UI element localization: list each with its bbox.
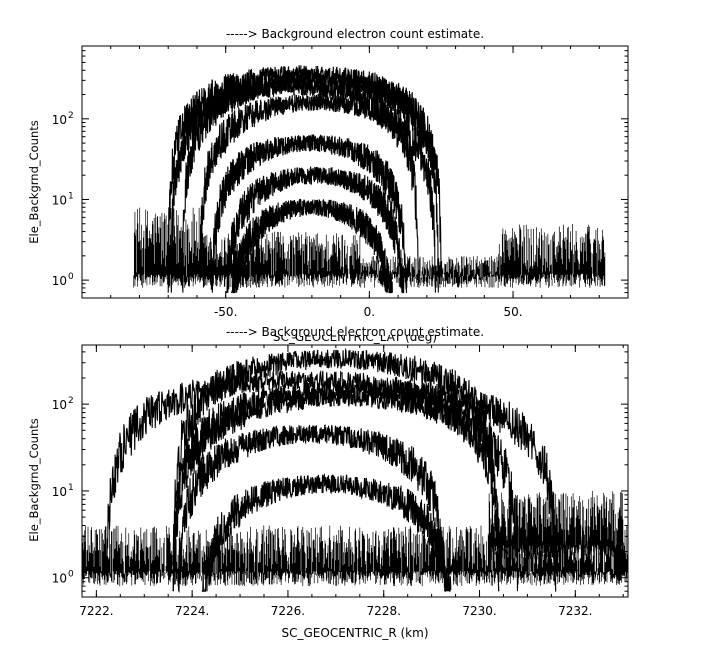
top-chart-y-tick-exponent: 2	[68, 111, 74, 121]
bottom-chart-frame	[81, 344, 629, 598]
bottom-chart-x-tick-label: 7232.	[558, 604, 592, 618]
top-chart-series-5	[225, 166, 405, 294]
bottom-chart-x-tick-label: 7222.	[79, 604, 113, 618]
bottom-chart-y-tick-exponent: 1	[68, 483, 74, 493]
top-chart-x-tick-label: 50.	[504, 305, 523, 319]
bottom-chart-y-tick-label: 10	[52, 485, 67, 499]
bottom-chart-x-tick-label: 7230.	[462, 604, 496, 618]
bottom-chart-x-tick-label: 7224.	[175, 604, 209, 618]
top-chart-series-3	[199, 93, 437, 293]
bottom-chart-title-backdrop	[240, 324, 478, 335]
bottom-chart-x-axis-label: SC_GEOCENTRIC_R (km)	[282, 626, 429, 640]
bottom-chart-noise-floor-1	[488, 491, 624, 560]
bottom-chart-y-axis-label: Ele_Backgrnd_Counts	[27, 418, 41, 542]
top-chart-y-tick-label: 10	[52, 113, 67, 127]
top-chart-y-axis-label: Ele_Backgrnd_Counts	[27, 120, 41, 244]
bottom-chart-y-tick-exponent: 0	[68, 570, 74, 580]
top-chart: -----> Background electron count estimat…	[27, 27, 629, 319]
top-chart-y-tick-exponent: 0	[68, 272, 74, 282]
bottom-chart-x-axis: 7222. 7224. 7226. 7228. 7230. 7232.	[79, 345, 624, 618]
top-chart-x-tick-label: -50.	[214, 305, 237, 319]
bottom-chart-plot-area	[82, 347, 628, 593]
top-chart-y-tick-label: 10	[52, 274, 67, 288]
bottom-chart-x-tick-label: 7228.	[367, 604, 401, 618]
top-chart-series-2	[170, 77, 419, 293]
top-chart-title: -----> Background electron count estimat…	[226, 27, 484, 41]
bottom-chart-y-tick-label: 10	[52, 572, 67, 586]
top-chart-frame	[81, 45, 629, 299]
bottom-chart-x-tick-label: 7226.	[271, 604, 305, 618]
top-chart-series-4	[210, 134, 408, 294]
bottom-chart-title: -----> Background electron count estimat…	[226, 325, 484, 339]
bottom-chart-series-3	[172, 388, 519, 592]
top-chart-x-tick-label: 0.	[364, 305, 375, 319]
top-chart-series-6	[230, 198, 393, 294]
bottom-chart-series-4	[177, 424, 446, 593]
top-chart-plot-area	[133, 65, 606, 294]
top-chart-x-axis: -50. 0. 50.	[81, 46, 629, 319]
bottom-chart-series-5	[201, 473, 452, 592]
bottom-chart-y-tick-label: 10	[52, 398, 67, 412]
top-chart-y-tick-label: 10	[52, 193, 67, 207]
bottom-chart-y-tick-exponent: 2	[68, 396, 74, 406]
top-chart-noise-floor-3	[498, 224, 606, 288]
top-chart-noise-floor-1	[202, 231, 361, 288]
top-chart-y-tick-exponent: 1	[68, 191, 74, 201]
